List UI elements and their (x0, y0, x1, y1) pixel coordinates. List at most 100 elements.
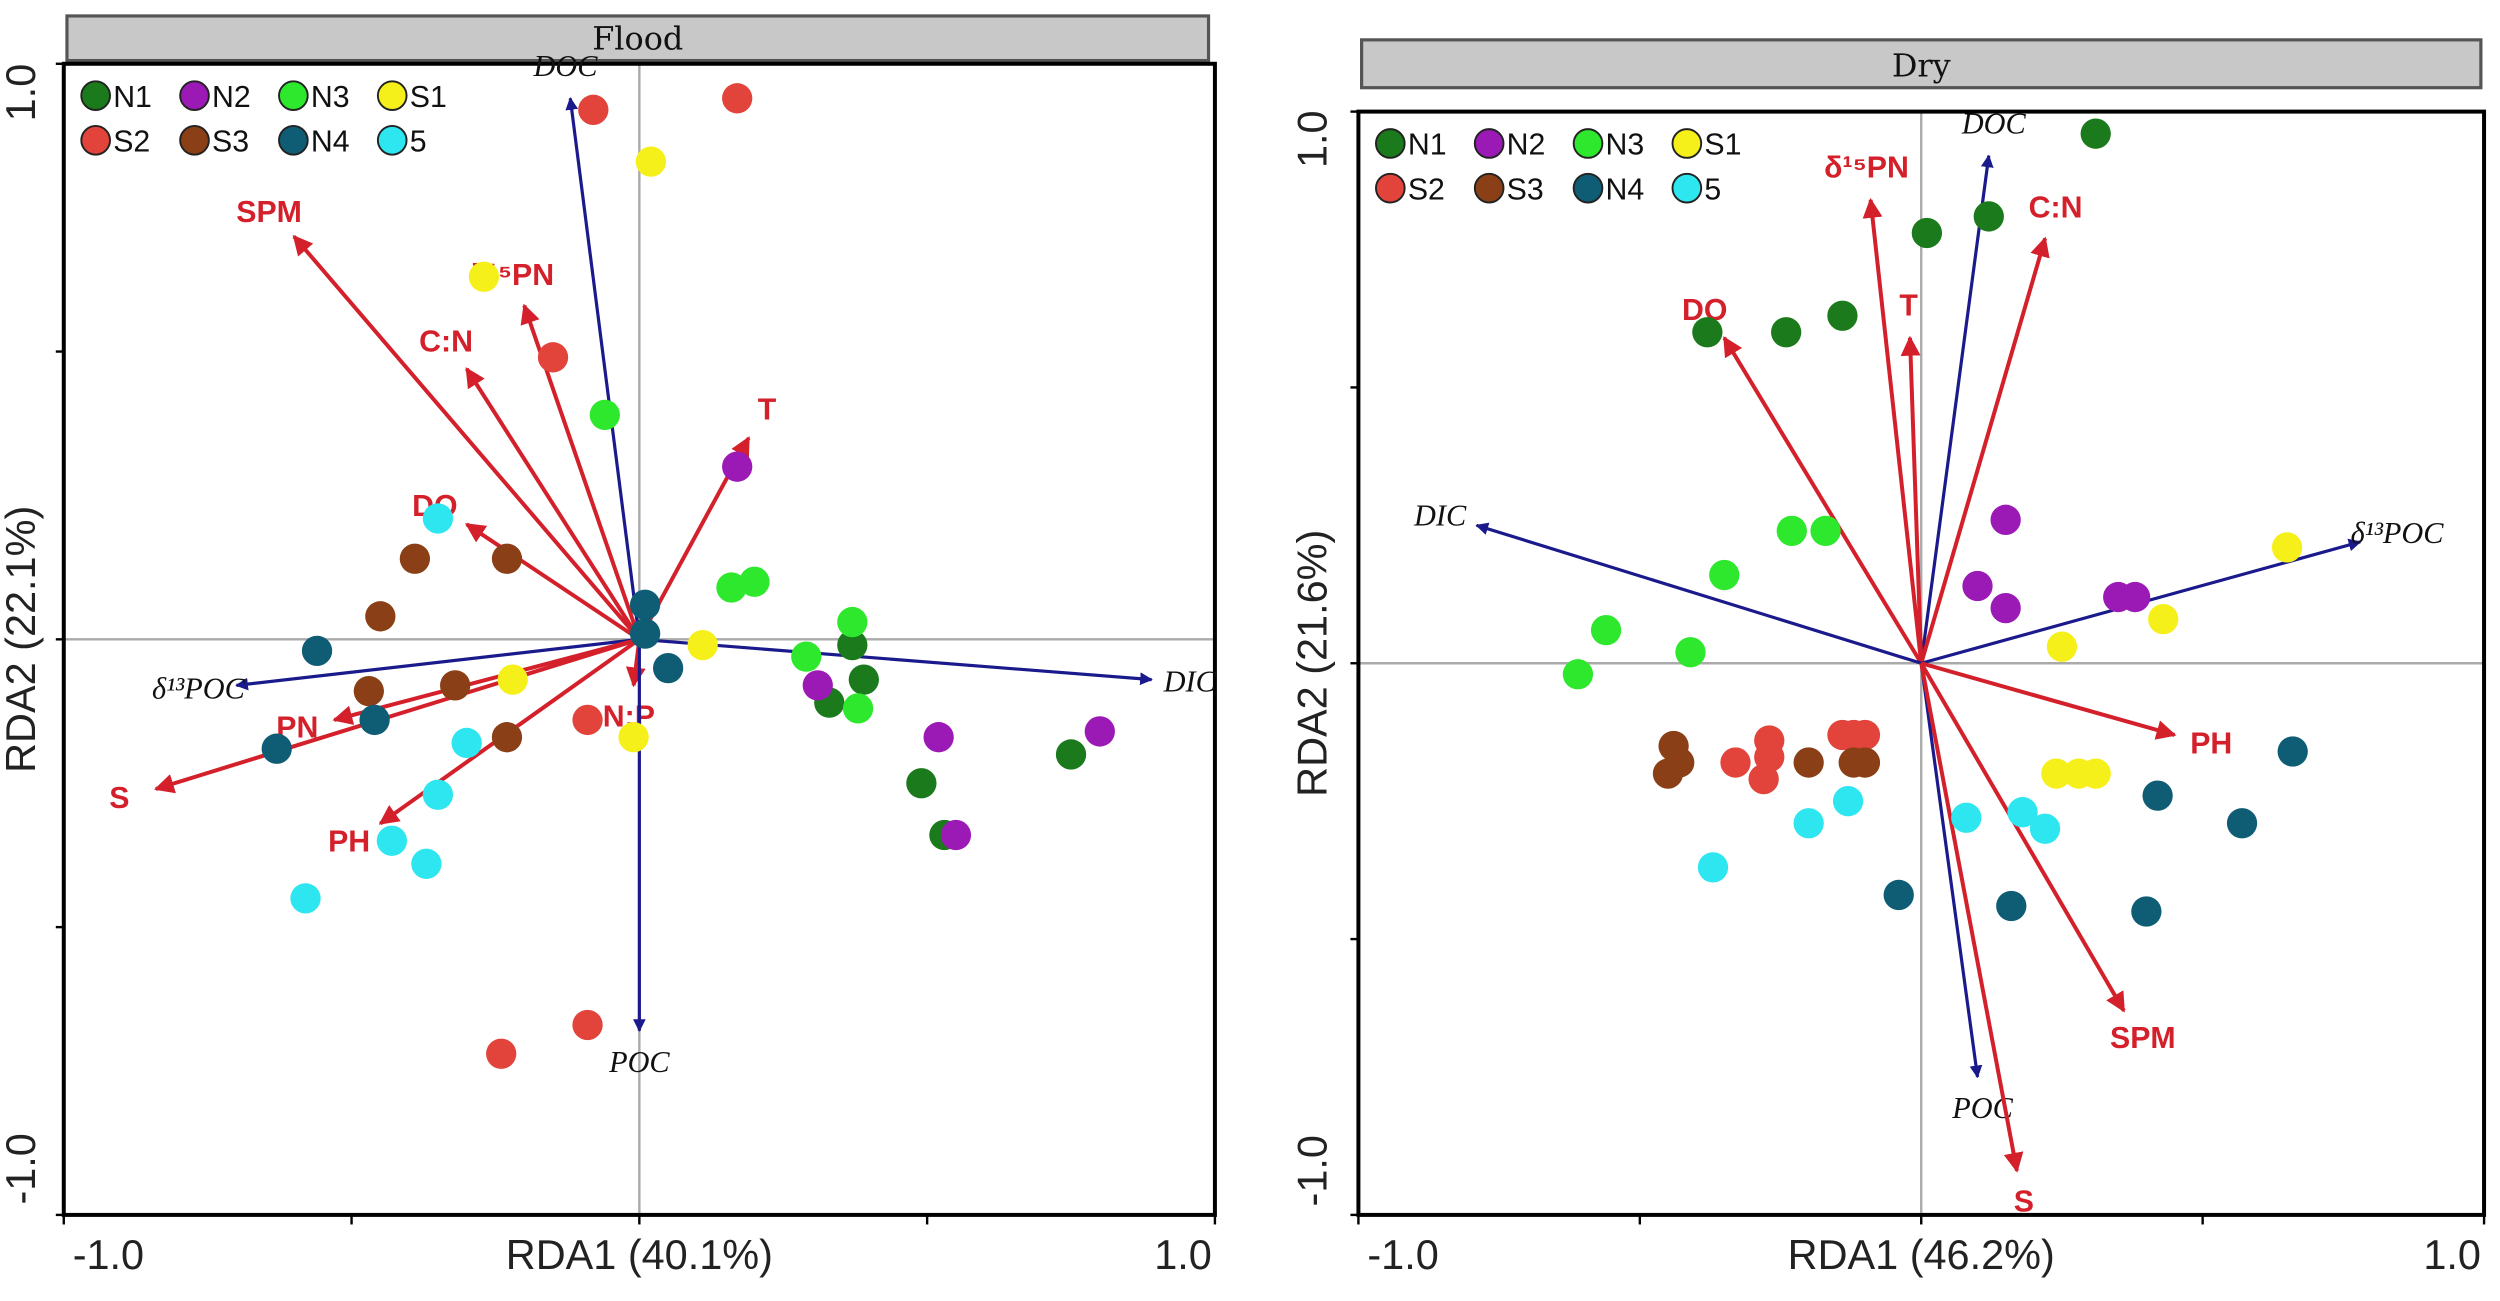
point-n3 (1562, 659, 1594, 690)
legend-label: N2 (1507, 129, 1546, 162)
point-s1 (635, 146, 667, 177)
point-n2 (802, 670, 833, 701)
arrow-label: C:N (419, 326, 473, 359)
panel-title-bar (1360, 38, 2483, 90)
y-axis-label: RDA2 (21.6%) (1289, 530, 1336, 797)
point-n1 (1771, 317, 1802, 348)
point-n3 (1810, 515, 1841, 547)
dry-panel: Dry -1.0 1.0 1.0 -1.0 RDA1 (46.2%) RDA2 (21.6%… (1289, 38, 2487, 1278)
point-5 (1793, 808, 1824, 839)
legend-swatch-n3 (278, 80, 309, 111)
arrow-label: S (109, 782, 129, 815)
arrow-label: SPM (236, 196, 302, 229)
legend-label: N3 (311, 81, 350, 114)
legend-swatch-s2 (1375, 172, 1406, 204)
point-5 (376, 825, 407, 856)
point-n4 (2142, 780, 2173, 811)
arrow-poc (235, 637, 640, 691)
point-s1 (2148, 603, 2179, 635)
point-n3 (791, 641, 822, 672)
arrow-label: DOC (532, 49, 598, 83)
arrow-label: δ¹³POC (152, 672, 246, 706)
legend-label: S3 (212, 125, 249, 158)
arrow-label: DOC (1961, 107, 2027, 141)
point-s3 (1849, 747, 1881, 778)
arrow-dic (639, 637, 1153, 686)
arrow-label: POC (608, 1045, 670, 1079)
legend-label: N4 (1606, 173, 1645, 206)
arrow-do (465, 522, 641, 641)
point-s1 (497, 664, 528, 695)
point-n3 (1675, 637, 1706, 668)
y-tick-label: -1.0 (0, 1133, 44, 1204)
legend-swatch-n2 (1473, 128, 1505, 159)
point-s1 (2041, 758, 2072, 789)
legend-swatch-n1 (80, 80, 111, 111)
x-tick-label: -1.0 (1367, 1231, 1438, 1278)
point-s2 (1754, 741, 1785, 773)
point-n1 (848, 664, 879, 695)
legend-label: S2 (113, 125, 150, 158)
x-tick-label: 1.0 (2423, 1231, 2481, 1278)
point-n2 (722, 451, 753, 482)
point-5 (2029, 813, 2061, 844)
panel-title: Flood (592, 19, 683, 57)
point-s3 (399, 543, 431, 574)
point-s2 (1838, 719, 1869, 751)
point-n4 (1883, 879, 1914, 911)
arrow-pn (332, 637, 640, 725)
arrow-pn (1862, 197, 1924, 664)
arrow-label: S (2014, 1186, 2034, 1219)
point-5 (1697, 852, 1729, 883)
legend-label: S3 (1507, 173, 1544, 206)
point-n1 (2080, 118, 2111, 149)
point-s3 (353, 675, 384, 707)
point-5 (290, 883, 321, 914)
point-s2 (572, 704, 603, 736)
legend-swatch-n3 (1572, 128, 1604, 159)
x-tick-label: 1.0 (1154, 1231, 1212, 1278)
flood-panel: Flood -1.0 1.0 1.0 -1.0 RDA1 (40.1%) RDA2 (22.… (0, 14, 1217, 1278)
arrow-doc (565, 97, 641, 640)
arrow-label: DIC (1163, 665, 1217, 699)
arrow-spm (1919, 662, 2126, 1013)
point-n2 (1990, 504, 2021, 535)
arrow-label: C:N (2029, 191, 2083, 224)
point-n4 (629, 618, 661, 649)
y-tick-label: 1.0 (0, 64, 44, 122)
point-s1 (468, 261, 500, 292)
legend-label: S1 (410, 81, 447, 114)
point-5 (411, 848, 442, 879)
legend-swatch-s1 (1671, 128, 1703, 159)
arrow-s (1919, 662, 2024, 1173)
legend-swatch-5 (1671, 172, 1703, 204)
legend-swatch-n4 (1572, 172, 1604, 204)
point-n3 (716, 572, 747, 603)
point-5 (422, 503, 454, 534)
arrow-label: PH (328, 826, 370, 859)
point-n3 (842, 693, 874, 724)
point-s2 (1720, 747, 1751, 778)
arrow-label: SPM (2110, 1022, 2176, 1055)
arrow-label: PH (2190, 727, 2232, 760)
arrow-label: δ¹³POC (2351, 516, 2445, 550)
legend-label: N1 (113, 81, 152, 114)
point-n3 (1776, 515, 1807, 547)
panel-title: Dry (1892, 47, 1951, 85)
point-n4 (359, 704, 390, 736)
legend-label: S1 (1704, 129, 1741, 162)
point-n1 (1692, 317, 1723, 348)
y-tick-label: 1.0 (1289, 110, 1336, 168)
legend-label: N1 (1408, 129, 1447, 162)
point-s3 (440, 670, 471, 701)
point-n3 (837, 606, 868, 638)
point-s1 (2080, 758, 2111, 789)
point-n2 (1084, 716, 1115, 747)
point-5 (2007, 797, 2038, 828)
point-n4 (261, 733, 292, 764)
point-s3 (1793, 747, 1824, 778)
point-n1 (1973, 201, 2004, 232)
x-tick-label: -1.0 (73, 1231, 144, 1278)
legend-swatch-s2 (80, 124, 111, 156)
